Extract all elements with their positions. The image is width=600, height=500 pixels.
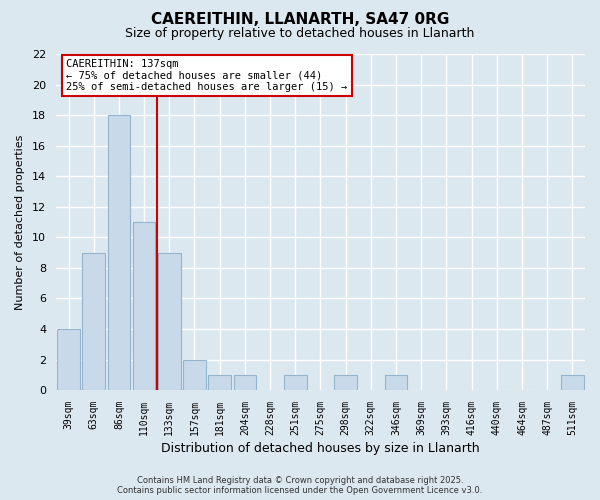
Bar <box>133 222 155 390</box>
Text: Size of property relative to detached houses in Llanarth: Size of property relative to detached ho… <box>125 28 475 40</box>
Bar <box>82 252 105 390</box>
Bar <box>107 115 130 390</box>
Bar <box>208 375 231 390</box>
Text: CAEREITHIN, LLANARTH, SA47 0RG: CAEREITHIN, LLANARTH, SA47 0RG <box>151 12 449 28</box>
Bar <box>57 329 80 390</box>
Text: CAEREITHIN: 137sqm
← 75% of detached houses are smaller (44)
25% of semi-detache: CAEREITHIN: 137sqm ← 75% of detached hou… <box>67 59 348 92</box>
Bar <box>233 375 256 390</box>
Bar <box>183 360 206 390</box>
Bar <box>561 375 584 390</box>
Bar <box>385 375 407 390</box>
Y-axis label: Number of detached properties: Number of detached properties <box>15 134 25 310</box>
Bar <box>334 375 357 390</box>
Bar <box>158 252 181 390</box>
Bar <box>284 375 307 390</box>
Text: Contains HM Land Registry data © Crown copyright and database right 2025.
Contai: Contains HM Land Registry data © Crown c… <box>118 476 482 495</box>
X-axis label: Distribution of detached houses by size in Llanarth: Distribution of detached houses by size … <box>161 442 480 455</box>
